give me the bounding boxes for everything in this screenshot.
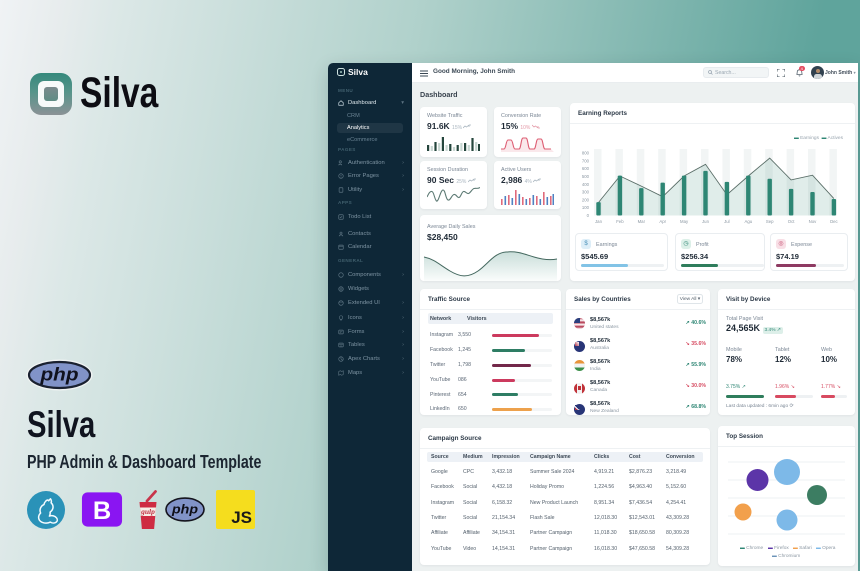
svg-text:100: 100: [582, 205, 590, 210]
svg-text:Dec: Dec: [830, 219, 838, 224]
svg-text:May: May: [680, 219, 689, 224]
svg-text:▬ Opera: ▬ Opera: [816, 545, 836, 551]
svg-text:Oct: Oct: [788, 219, 795, 224]
svg-text:Sep: Sep: [766, 219, 774, 224]
svg-text:▬ Chrome: ▬ Chrome: [740, 545, 764, 551]
svg-text:800: 800: [582, 151, 590, 156]
svg-text:php: php: [39, 365, 78, 385]
svg-text:200: 200: [582, 197, 590, 202]
svg-text:php: php: [171, 503, 199, 517]
svg-text:500: 500: [582, 174, 590, 179]
svg-text:▬ Chromium: ▬ Chromium: [772, 553, 800, 559]
svg-text:0: 0: [587, 213, 590, 218]
svg-text:Jan: Jan: [595, 219, 603, 224]
svg-text:Apr: Apr: [659, 219, 666, 224]
svg-text:Nov: Nov: [809, 219, 817, 224]
svg-text:600: 600: [582, 166, 590, 171]
svg-text:gulp: gulp: [140, 507, 155, 516]
svg-text:Jul: Jul: [724, 219, 730, 224]
svg-text:300: 300: [582, 190, 590, 195]
svg-text:▬ Safari: ▬ Safari: [793, 545, 812, 551]
svg-text:▬ Firefox: ▬ Firefox: [768, 545, 789, 551]
svg-text:B: B: [93, 497, 111, 525]
svg-text:Feb: Feb: [616, 219, 624, 224]
svg-text:Agu: Agu: [744, 219, 752, 224]
svg-text:400: 400: [582, 182, 590, 187]
svg-text:700: 700: [582, 158, 590, 163]
svg-text:Mar: Mar: [638, 219, 646, 224]
svg-text:Jun: Jun: [702, 219, 710, 224]
